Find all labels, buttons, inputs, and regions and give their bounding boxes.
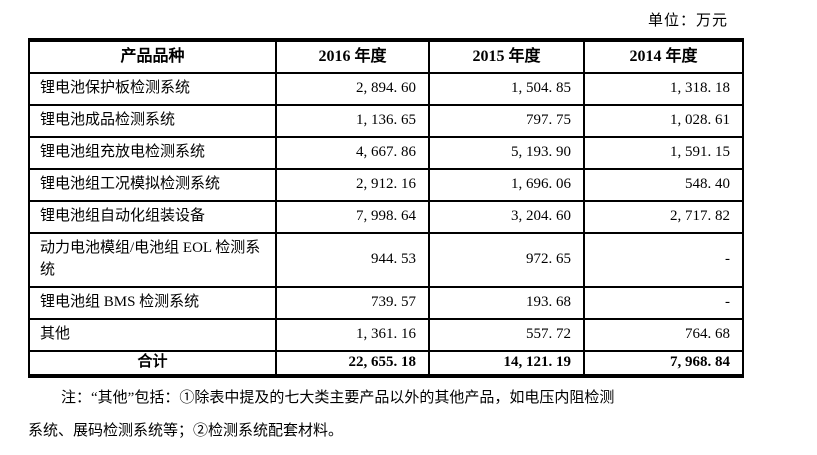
value-2015-cell: 557. 72 — [428, 318, 585, 352]
footnote-line: 系统、展码检测系统等；②检测系统配套材料。 — [28, 423, 344, 439]
table-row: 锂电池保护板检测系统 2, 894. 60 1, 504. 85 1, 318.… — [28, 72, 744, 106]
value-2016-cell: 944. 53 — [275, 232, 430, 288]
table-row: 锂电池组 BMS 检测系统 739. 57 193. 68 - — [28, 286, 744, 320]
unit-label: 单位：万元 — [647, 13, 728, 29]
total-2016-cell: 22, 655. 18 — [275, 350, 430, 377]
table-row: 锂电池成品检测系统 1, 136. 65 797. 75 1, 028. 61 — [28, 104, 744, 138]
col-header-2014: 2014 年度 — [583, 39, 744, 74]
value-2016-cell: 1, 361. 16 — [275, 318, 430, 352]
table-row: 锂电池组工况模拟检测系统 2, 912. 16 1, 696. 06 548. … — [28, 168, 744, 202]
value-2014-cell: 2, 717. 82 — [583, 200, 744, 234]
table-row: 动力电池模组/电池组 EOL 检测系统 944. 53 972. 65 - — [28, 232, 744, 288]
table-body: 锂电池保护板检测系统 2, 894. 60 1, 504. 85 1, 318.… — [28, 72, 744, 377]
value-2015-cell: 193. 68 — [428, 286, 585, 320]
product-name-cell: 锂电池组 BMS 检测系统 — [28, 286, 277, 320]
footnote-line: 注：“其他”包括：①除表中提及的七大类主要产品以外的其他产品，如电压内阻检测 — [61, 390, 615, 406]
value-2016-cell: 2, 894. 60 — [275, 72, 430, 106]
col-header-product: 产品品种 — [28, 39, 277, 74]
value-2015-cell: 972. 65 — [428, 232, 585, 288]
footnote: 注：“其他”包括：①除表中提及的七大类主要产品以外的其他产品，如电压内阻检测 系… — [28, 389, 792, 441]
table-row: 锂电池组充放电检测系统 4, 667. 86 5, 193. 90 1, 591… — [28, 136, 744, 170]
value-2015-cell: 3, 204. 60 — [428, 200, 585, 234]
table-header: 产品品种 2016 年度 2015 年度 2014 年度 — [28, 39, 744, 74]
value-2014-cell: 1, 028. 61 — [583, 104, 744, 138]
total-row: 合计 22, 655. 18 14, 121. 19 7, 968. 84 — [28, 350, 744, 377]
value-2015-cell: 1, 504. 85 — [428, 72, 585, 106]
value-2016-cell: 7, 998. 64 — [275, 200, 430, 234]
total-2015-cell: 14, 121. 19 — [428, 350, 585, 377]
product-name-cell: 锂电池组工况模拟检测系统 — [28, 168, 277, 202]
value-2014-cell: 1, 318. 18 — [583, 72, 744, 106]
value-2014-cell: - — [583, 232, 744, 288]
value-2016-cell: 2, 912. 16 — [275, 168, 430, 202]
col-header-2016: 2016 年度 — [275, 39, 430, 74]
product-name-cell: 其他 — [28, 318, 277, 352]
value-2016-cell: 4, 667. 86 — [275, 136, 430, 170]
value-2014-cell: - — [583, 286, 744, 320]
col-header-2015: 2015 年度 — [428, 39, 585, 74]
value-2014-cell: 764. 68 — [583, 318, 744, 352]
value-2015-cell: 5, 193. 90 — [428, 136, 585, 170]
value-2015-cell: 1, 696. 06 — [428, 168, 585, 202]
revenue-by-product-table: 产品品种 2016 年度 2015 年度 2014 年度 锂电池保护板检测系统 … — [28, 38, 744, 378]
total-2014-cell: 7, 968. 84 — [583, 350, 744, 377]
value-2016-cell: 739. 57 — [275, 286, 430, 320]
table-row: 锂电池组自动化组装设备 7, 998. 64 3, 204. 60 2, 717… — [28, 200, 744, 234]
product-name-cell: 锂电池保护板检测系统 — [28, 72, 277, 106]
product-name-cell: 动力电池模组/电池组 EOL 检测系统 — [28, 232, 277, 288]
value-2015-cell: 797. 75 — [428, 104, 585, 138]
product-name-cell: 锂电池组自动化组装设备 — [28, 200, 277, 234]
value-2016-cell: 1, 136. 65 — [275, 104, 430, 138]
table-row: 其他 1, 361. 16 557. 72 764. 68 — [28, 318, 744, 352]
value-2014-cell: 1, 591. 15 — [583, 136, 744, 170]
value-2014-cell: 548. 40 — [583, 168, 744, 202]
header-row: 产品品种 2016 年度 2015 年度 2014 年度 — [28, 39, 744, 74]
total-label-cell: 合计 — [28, 350, 277, 377]
product-name-cell: 锂电池组充放电检测系统 — [28, 136, 277, 170]
product-name-cell: 锂电池成品检测系统 — [28, 104, 277, 138]
